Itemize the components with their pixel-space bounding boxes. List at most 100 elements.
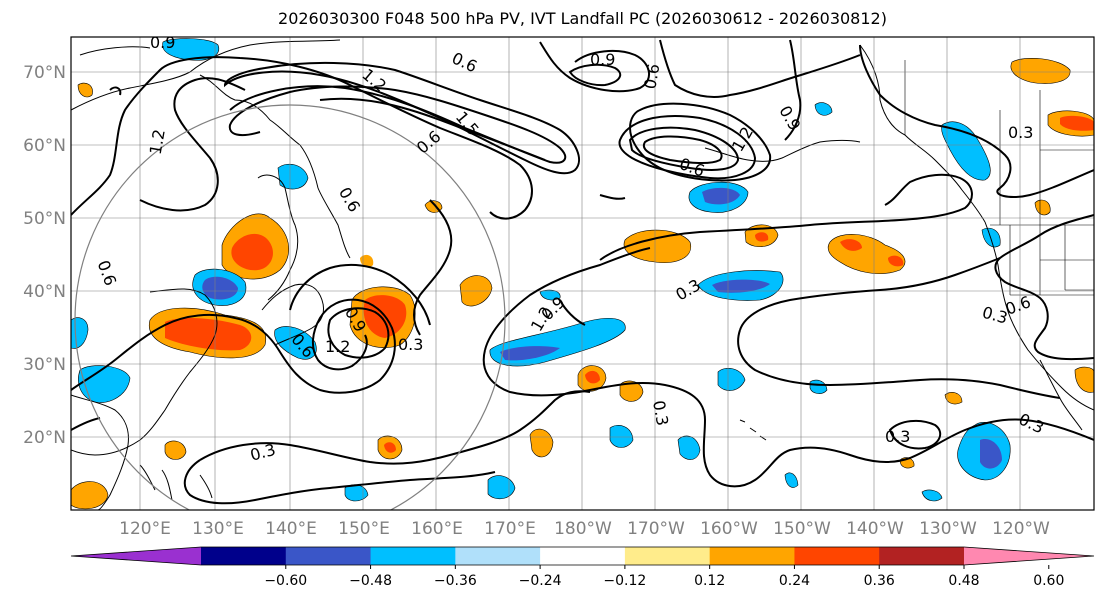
colorbar-segment	[201, 547, 287, 565]
negative-anomaly-region	[814, 102, 833, 116]
colorbar-tick-label: −0.12	[603, 573, 646, 589]
positive-anomaly-region	[888, 255, 904, 267]
colorbar-tick-label: −0.24	[519, 573, 562, 589]
pv-contour-line	[223, 61, 580, 175]
negative-anomaly-region	[274, 326, 317, 360]
pv-contour-line	[859, 44, 1094, 198]
positive-anomaly-region	[165, 318, 252, 351]
positive-anomaly-region	[1010, 57, 1071, 84]
pv-contour-line	[994, 214, 1094, 361]
positive-anomaly-region	[231, 233, 273, 271]
lon-label: 180°W	[554, 519, 612, 539]
pv-contour-line	[71, 417, 101, 431]
negative-anomaly-region	[539, 289, 561, 301]
coastline-japan	[261, 283, 325, 346]
contour-label: 0.3	[885, 427, 910, 446]
coastline-islands	[139, 464, 213, 501]
pv-contours	[71, 39, 1094, 505]
colorbar-segment	[879, 547, 965, 565]
pv-contour-line	[71, 56, 533, 220]
coastline-kamchatka	[299, 144, 351, 259]
colorbar-extend-max	[964, 547, 1094, 565]
colorbar-tick-label: 0.60	[1033, 573, 1064, 589]
pv-contour-line	[642, 135, 723, 164]
lon-label: 130°E	[192, 519, 244, 539]
coastline-asia	[71, 39, 341, 111]
pv-contour-line	[539, 41, 650, 93]
contour-label: 1.2	[325, 337, 350, 356]
positive-anomaly-region	[360, 254, 374, 268]
negative-anomaly-region	[712, 279, 770, 293]
positive-anomaly-region	[1074, 366, 1094, 393]
colorbar-segment	[794, 547, 880, 565]
colorbar-segment	[709, 547, 795, 565]
lat-label: 50°N	[23, 209, 66, 229]
pv-contour-line	[628, 126, 740, 171]
colorbar-tick-label: 0.48	[948, 573, 979, 589]
lon-label: 160°E	[411, 519, 463, 539]
contour-label: 0.6	[640, 62, 663, 90]
lat-label: 60°N	[23, 136, 66, 156]
colorbar-tick-label: −0.36	[434, 573, 477, 589]
positive-anomaly-region	[529, 428, 554, 458]
positive-anomaly-region	[77, 82, 93, 98]
lon-label: 170°W	[627, 519, 685, 539]
contour-label: 0.3	[649, 399, 672, 427]
political-borders	[904, 60, 1094, 296]
positive-anomaly-region	[384, 442, 396, 453]
pv-contour-line	[319, 97, 546, 161]
positive-anomaly-region	[623, 229, 692, 263]
positive-anomaly-region	[619, 380, 644, 402]
lat-label: 40°N	[23, 282, 66, 302]
positive-anomaly-region	[585, 370, 600, 384]
pv-contour-line	[484, 247, 651, 351]
lat-label: 70°N	[23, 63, 66, 83]
pv-contour-line	[139, 77, 246, 212]
coastline-hawaii	[739, 419, 767, 441]
contour-label: 0.3	[1008, 123, 1033, 142]
coastline-se-asia	[71, 394, 129, 510]
colorbar-segment	[624, 547, 711, 565]
negative-anomaly-region	[202, 276, 238, 300]
pv-contour-line	[71, 298, 396, 394]
contour-label: 0.9	[590, 50, 615, 69]
pv-contour-line	[327, 307, 390, 359]
negative-anomaly-region	[487, 475, 516, 500]
negative-anomaly-region	[717, 367, 746, 391]
lon-label: 150°W	[773, 519, 831, 539]
colorbar-tick-label: −0.60	[264, 573, 307, 589]
negative-anomaly-region	[702, 187, 740, 205]
negative-anomaly-region	[941, 121, 991, 181]
colorbar-tick-label: −0.48	[349, 573, 392, 589]
colorbar-tick-label: 0.12	[694, 573, 725, 589]
contour-label: 0.9	[150, 33, 175, 52]
negative-anomaly-region	[784, 472, 799, 488]
lon-label: 140°E	[265, 519, 317, 539]
pv-contour-line	[784, 39, 802, 141]
negative-anomaly-region	[609, 425, 634, 448]
positive-anomaly-region	[1060, 115, 1094, 131]
pv-contour-line	[737, 329, 1061, 399]
pv-contour-line	[618, 115, 757, 180]
colorbar-segment	[455, 547, 541, 565]
negative-anomaly-region	[500, 346, 560, 361]
pv-contour-line	[559, 299, 586, 326]
pv-contour-line	[659, 39, 861, 98]
colorbar-outline	[70, 546, 1095, 566]
pv-contour-line	[228, 85, 567, 164]
negative-anomaly-region	[980, 439, 1002, 469]
positive-anomaly-region	[164, 440, 187, 460]
pv-contour-line	[568, 63, 622, 87]
colorbar-tick-label: 0.36	[864, 573, 895, 589]
pv-contour-line	[183, 459, 496, 505]
map-frame	[70, 36, 1095, 511]
negative-anomaly-region	[277, 163, 309, 190]
coastline-baja	[1039, 359, 1083, 431]
pv-contour-line	[739, 257, 1001, 331]
positive-anomaly-region	[944, 392, 963, 405]
border-canada-provinces	[999, 90, 1094, 225]
coastline-aleutians	[704, 140, 861, 162]
colorbar-segment	[540, 547, 626, 565]
pv-contour-line	[482, 349, 1094, 488]
